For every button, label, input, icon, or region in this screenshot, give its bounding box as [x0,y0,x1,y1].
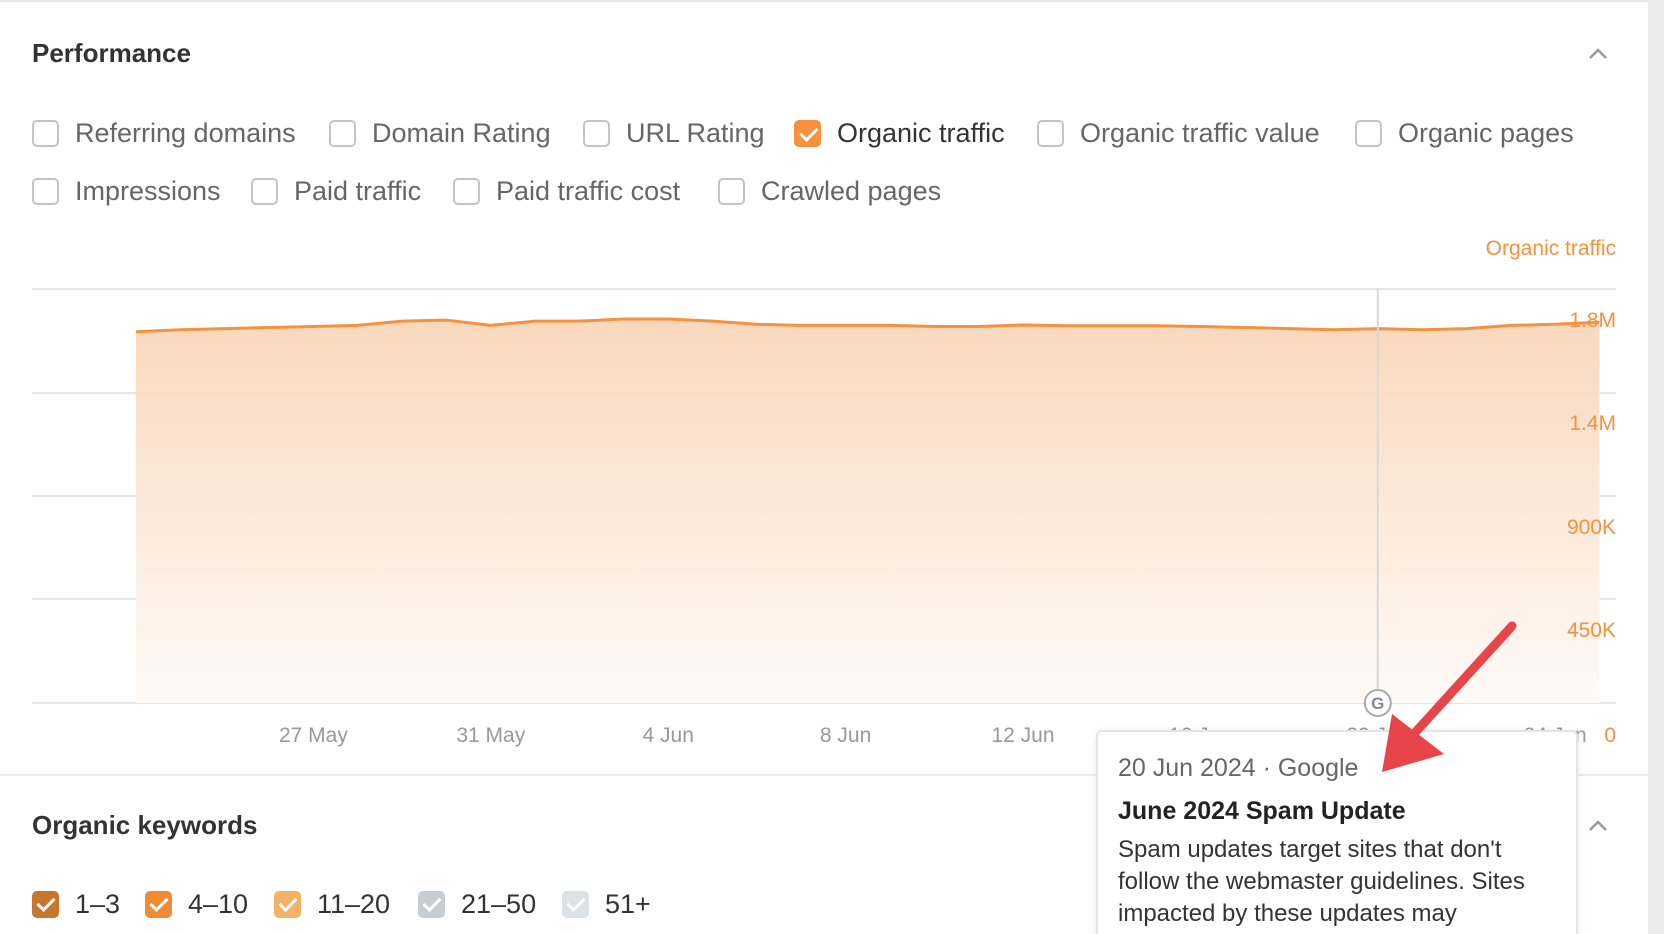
range-label: 21–50 [461,889,537,919]
checkbox-checked[interactable] [418,891,445,918]
google-g-icon[interactable]: G [1363,689,1392,717]
area-fill [136,319,1600,703]
metric-label: Organic pages [1398,118,1574,148]
x-tick-label: 12 Jun [991,724,1054,747]
section-divider [0,774,1648,776]
chevron-up-icon[interactable] [1588,818,1608,832]
metric-domain-rating[interactable]: Domain Rating [329,118,551,149]
checkbox[interactable] [329,120,356,147]
checkbox[interactable] [583,120,610,147]
y-tick-label: 450K [1567,619,1616,642]
checkbox-checked[interactable] [274,891,301,918]
metric-label: Referring domains [75,118,296,148]
metric-label: Paid traffic [294,176,422,206]
metric-label: Domain Rating [372,118,551,148]
range-label: 4–10 [188,889,249,919]
checkbox[interactable] [1037,120,1064,147]
checkbox[interactable] [453,178,480,205]
organic-keywords-title: Organic keywords [32,810,258,840]
checkbox-checked[interactable] [145,891,172,918]
metric-organic-pages[interactable]: Organic pages [1355,118,1574,149]
range-1-3[interactable]: 1–3 [32,889,120,920]
tooltip-body: Spam updates target sites that don't fol… [1118,836,1525,927]
metric-paid-traffic-cost[interactable]: Paid traffic cost [453,176,680,207]
y-tick-label: 900K [1567,516,1616,539]
checkbox[interactable] [1355,120,1382,147]
series-line [135,317,1600,334]
tooltip-meta: 20 Jun 2024 · Google [1118,754,1359,782]
metric-label: Crawled pages [761,176,942,206]
checkbox-checked[interactable] [32,891,59,918]
range-label: 1–3 [75,889,121,919]
metric-label: Organic traffic [837,118,1005,148]
x-tick-label: 31 May [456,724,525,747]
y-tick-label: 0 [1604,724,1616,747]
y-tick-label: 1.8M [1569,309,1616,332]
range-11-20[interactable]: 11–20 [274,889,390,920]
range-51-plus[interactable]: 51+ [562,889,651,920]
annotation-tooltip: 20 Jun 2024 · Google June 2024 Spam Upda… [1096,730,1578,934]
metric-url-rating[interactable]: URL Rating [583,118,765,149]
scrollbar[interactable] [1648,0,1664,934]
metric-organic-traffic-value[interactable]: Organic traffic value [1037,118,1320,149]
tooltip-title: June 2024 Spam Update [1118,797,1406,825]
x-tick-label: 27 May [279,724,348,747]
metric-label: Paid traffic cost [496,176,681,206]
metric-label: Impressions [75,176,221,206]
metric-crawled-pages[interactable]: Crawled pages [718,176,941,207]
checkbox[interactable] [718,178,745,205]
checkbox-checked[interactable] [562,891,589,918]
x-tick-label: 4 Jun [643,724,694,747]
y-tick-label: 1.4M [1569,412,1616,435]
x-tick-label: 8 Jun [820,724,871,747]
metric-referring-domains[interactable]: Referring domains [32,118,296,149]
metric-paid-traffic[interactable]: Paid traffic [251,176,421,207]
chevron-up-icon[interactable] [1588,46,1608,60]
metric-organic-traffic[interactable]: Organic traffic [794,118,1005,149]
series-legend-label: Organic traffic [1486,237,1616,260]
checkbox-checked[interactable] [794,120,821,147]
metric-label: URL Rating [626,118,765,148]
metric-label: Organic traffic value [1080,118,1320,148]
metric-impressions[interactable]: Impressions [32,176,221,207]
range-4-10[interactable]: 4–10 [145,889,248,920]
performance-title: Performance [32,38,191,68]
checkbox[interactable] [32,120,59,147]
range-label: 11–20 [317,889,391,919]
svg-text:G: G [1371,694,1384,713]
range-21-50[interactable]: 21–50 [418,889,536,920]
range-label: 51+ [605,889,651,919]
checkbox[interactable] [251,178,278,205]
checkbox[interactable] [32,178,59,205]
